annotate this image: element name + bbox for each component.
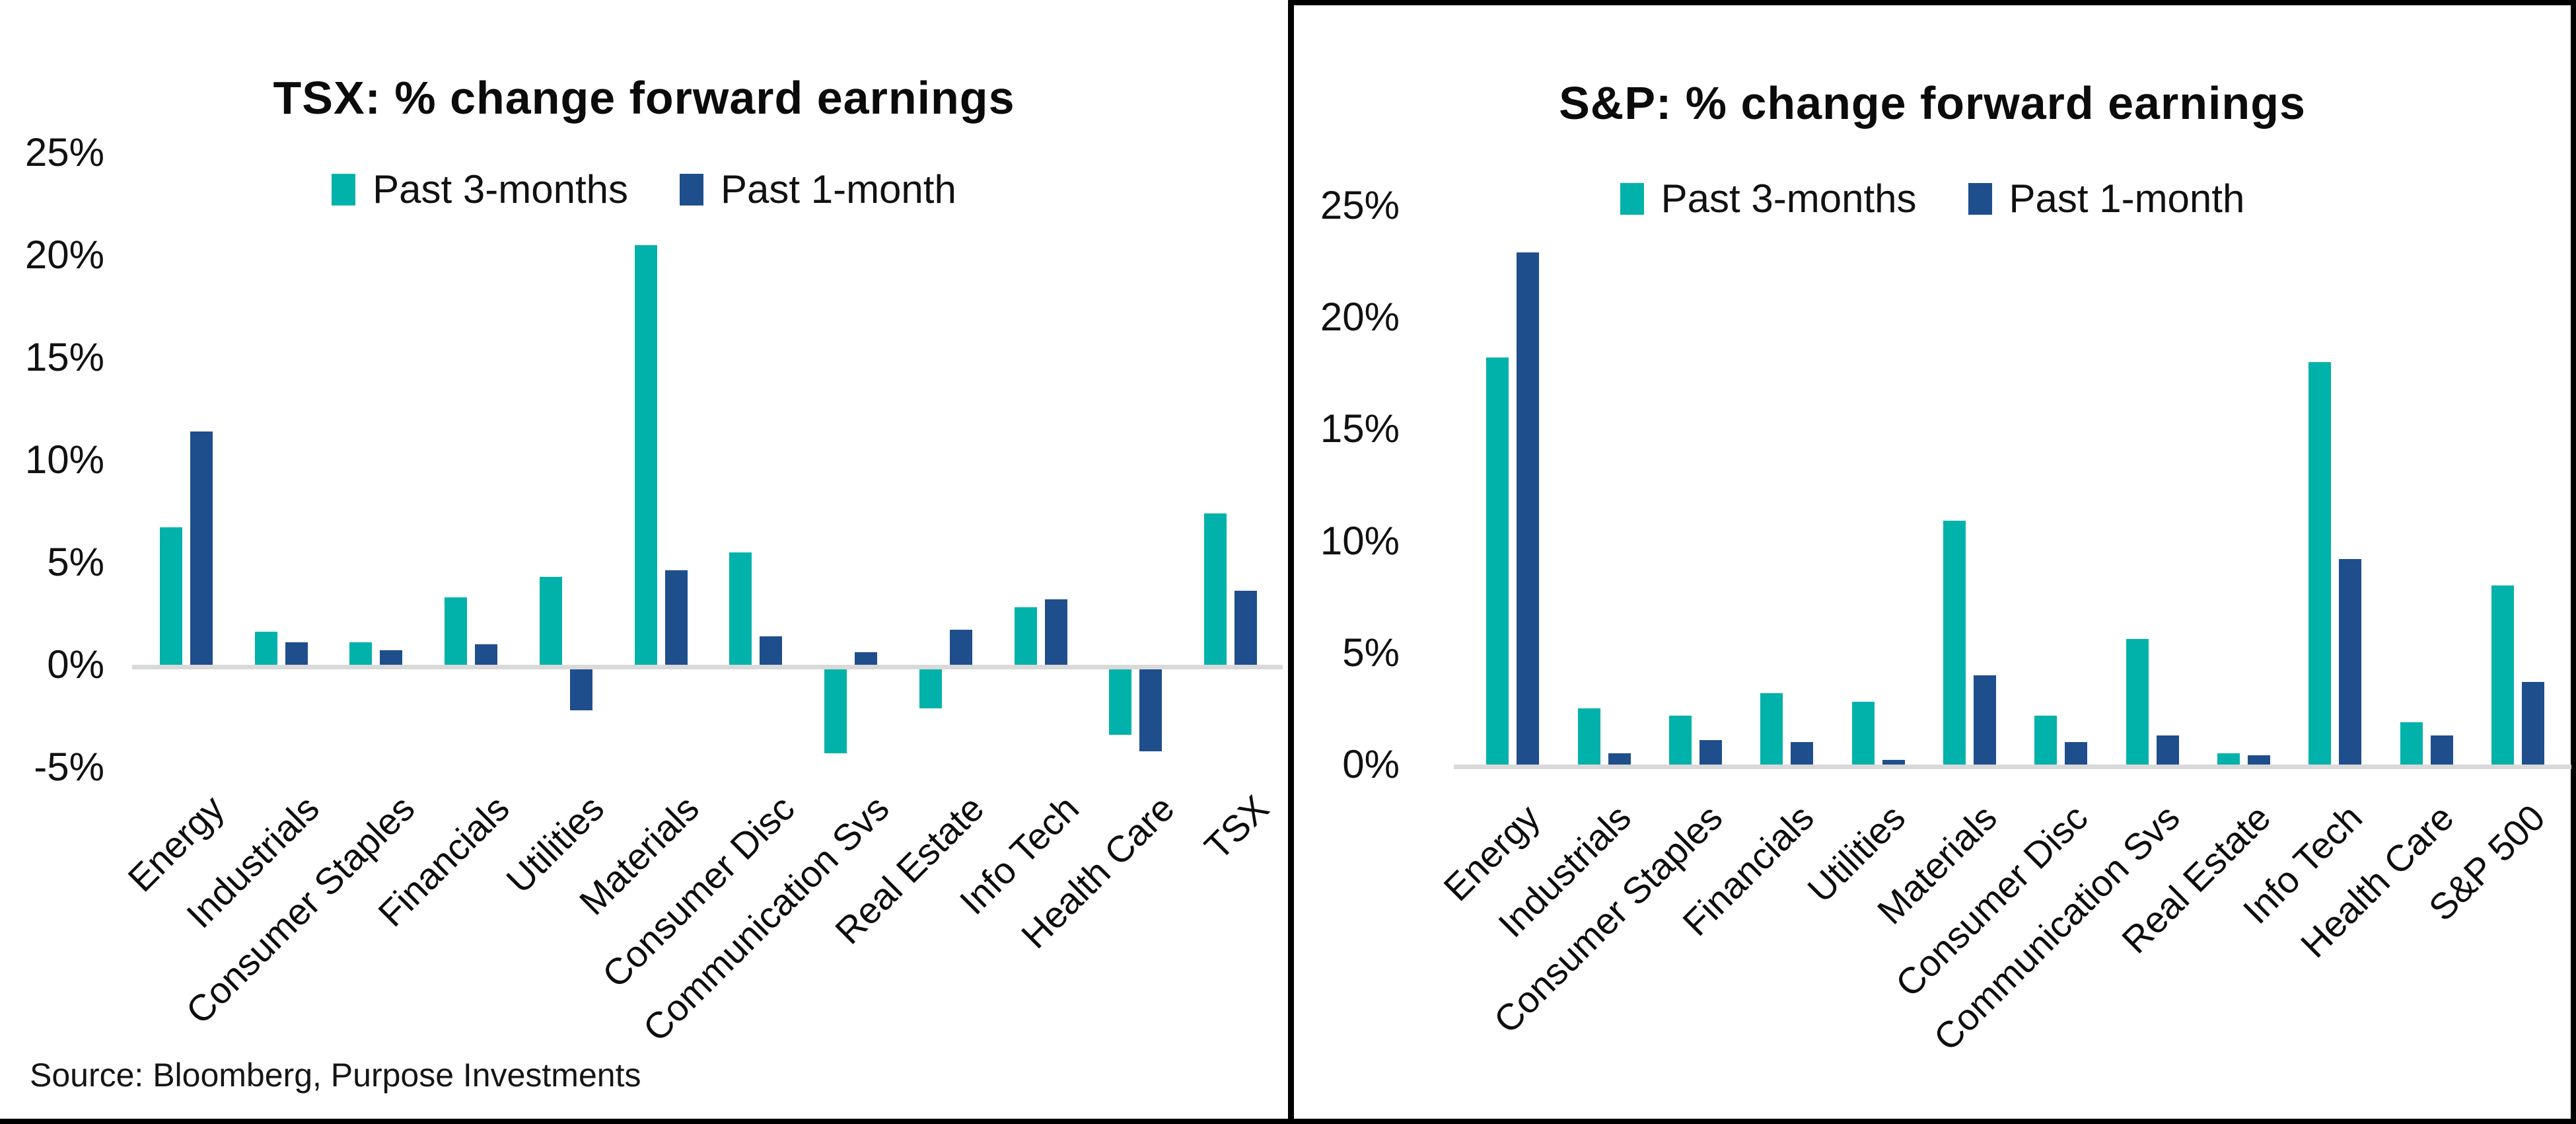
bar-past-1-month-energy <box>190 431 213 665</box>
bar-past-3-months-health-care <box>2400 722 2423 765</box>
bar-past-3-months-consumer-staples <box>349 642 372 665</box>
legend-item-past-3-months: Past 3-months <box>1620 176 1917 221</box>
bar-past-3-months-s-p-500 <box>2491 585 2514 765</box>
x-axis-line <box>132 665 1283 669</box>
bar-past-3-months-communication-svs <box>824 669 847 754</box>
bar-past-3-months-utilities <box>1852 702 1875 765</box>
legend-item-past-1-month: Past 1-month <box>1968 176 2245 221</box>
bar-past-3-months-health-care <box>1109 669 1131 735</box>
bar-past-3-months-consumer-disc <box>2034 715 2057 765</box>
bar-past-3-months-utilities <box>540 576 562 665</box>
bar-past-1-month-consumer-disc <box>2065 742 2087 765</box>
bar-past-3-months-consumer-staples <box>1669 715 1692 765</box>
bar-past-1-month-consumer-staples <box>1699 739 1722 765</box>
y-tick-label: 15% <box>1320 406 1400 451</box>
bar-past-1-month-financials <box>475 644 497 665</box>
bar-past-1-month-utilities <box>570 669 592 710</box>
bar-past-1-month-utilities <box>1882 760 1905 765</box>
tsx-chart-title: TSX: % change forward earnings <box>273 72 1015 124</box>
bar-past-3-months-communication-svs <box>2126 639 2149 765</box>
tsx-chart-panel: TSX: % change forward earnings Past 3-mo… <box>0 0 1288 1119</box>
bar-past-1-month-communication-svs <box>855 652 877 665</box>
bar-past-1-month-real-estate <box>950 630 972 665</box>
y-tick-label: 25% <box>24 130 104 174</box>
bar-past-1-month-real-estate <box>2248 755 2270 765</box>
bottom-border <box>0 1119 2576 1124</box>
bar-past-3-months-info-tech <box>1015 607 1037 665</box>
bar-past-3-months-energy <box>160 527 182 665</box>
bar-past-1-month-communication-svs <box>2157 735 2179 765</box>
bar-past-3-months-financials <box>1760 693 1783 765</box>
legend-swatch-icon <box>1968 182 1992 215</box>
bar-past-3-months-info-tech <box>2308 361 2331 765</box>
sp-chart-title: S&P: % change forward earnings <box>1559 77 2306 130</box>
y-tick-label: 5% <box>47 540 104 584</box>
bar-past-1-month-tsx <box>1234 591 1257 665</box>
bar-past-1-month-industrials <box>285 642 308 665</box>
sp-chart-panel: S&P: % change forward earnings Past 3-mo… <box>1288 0 2576 1119</box>
y-tick-label: 10% <box>1320 518 1400 563</box>
legend-label: Past 3-months <box>373 167 628 211</box>
bar-past-3-months-industrials <box>255 632 277 665</box>
bar-past-3-months-financials <box>445 597 467 665</box>
y-tick-label: 15% <box>24 335 104 379</box>
y-tick-label: 25% <box>1320 183 1400 227</box>
bar-past-3-months-industrials <box>1578 708 1600 765</box>
tsx-legend: Past 3-months Past 1-month <box>0 167 1288 212</box>
y-tick-label: 0% <box>1342 742 1400 786</box>
y-tick-label: 0% <box>47 642 104 687</box>
source-note: Source: Bloomberg, Purpose Investments <box>30 1057 641 1094</box>
bar-past-1-month-consumer-disc <box>760 636 782 665</box>
y-tick-label: 20% <box>1320 295 1400 340</box>
bar-past-1-month-energy <box>1517 252 1539 765</box>
legend-label: Past 3-months <box>1661 176 1917 221</box>
bar-past-1-month-financials <box>1791 742 1813 765</box>
bar-past-1-month-health-care <box>1139 669 1162 751</box>
bar-past-1-month-info-tech <box>1045 599 1067 665</box>
sp-legend: Past 3-months Past 1-month <box>1294 176 2571 221</box>
legend-swatch-icon <box>332 173 356 206</box>
x-axis-label-tsx: TSX <box>1196 787 1277 868</box>
legend-swatch-icon <box>680 173 703 206</box>
bar-past-1-month-consumer-staples <box>380 650 402 665</box>
legend-swatch-icon <box>1620 182 1644 215</box>
y-tick-label: -5% <box>34 745 104 789</box>
bar-past-3-months-consumer-disc <box>729 552 752 665</box>
bar-past-3-months-energy <box>1486 357 1509 765</box>
bar-past-1-month-industrials <box>1608 753 1631 765</box>
x-axis-line <box>1454 765 2571 769</box>
bar-past-3-months-real-estate <box>2217 753 2240 765</box>
bar-past-3-months-materials <box>1943 521 1966 765</box>
y-tick-label: 10% <box>24 437 104 482</box>
bar-past-1-month-materials <box>665 570 688 665</box>
y-tick-label: 20% <box>24 233 104 277</box>
legend-item-past-1-month: Past 1-month <box>680 167 956 212</box>
bar-past-3-months-tsx <box>1204 513 1227 665</box>
bar-past-1-month-s-p-500 <box>2522 681 2544 765</box>
bar-past-1-month-health-care <box>2431 735 2453 765</box>
legend-item-past-3-months: Past 3-months <box>332 167 628 212</box>
bar-past-3-months-materials <box>635 244 657 665</box>
bar-past-1-month-materials <box>1974 675 1996 765</box>
bar-past-3-months-real-estate <box>919 669 942 708</box>
y-tick-label: 5% <box>1342 630 1400 675</box>
legend-label: Past 1-month <box>721 167 956 211</box>
bar-past-1-month-info-tech <box>2339 558 2361 765</box>
legend-label: Past 1-month <box>2009 176 2245 221</box>
